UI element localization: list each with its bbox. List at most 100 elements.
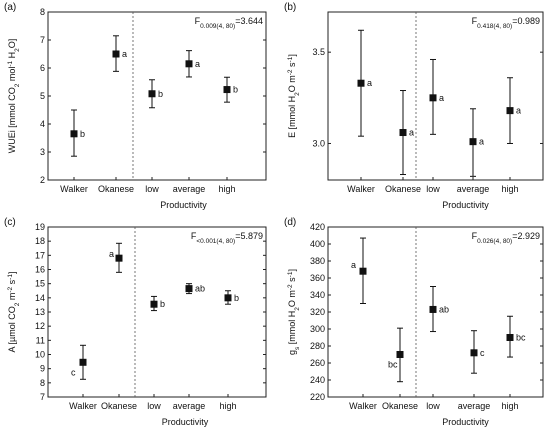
significance-letter: a bbox=[439, 93, 444, 103]
y-tick-label: 7 bbox=[40, 35, 45, 45]
y-tick-label: 400 bbox=[310, 239, 325, 249]
data-point bbox=[506, 107, 514, 115]
y-axis-title: WUEi [mmol CO2 mol-1 H2O] bbox=[7, 39, 21, 154]
x-axis-title: Productivity bbox=[442, 417, 489, 427]
data-point bbox=[359, 267, 367, 275]
y-tick-label: 300 bbox=[310, 324, 325, 334]
significance-letter: b bbox=[158, 89, 163, 99]
y-tick-label: 16 bbox=[35, 265, 45, 275]
y-tick-label: 3.0 bbox=[312, 138, 325, 148]
y-tick-label: 14 bbox=[35, 293, 45, 303]
x-axis-title: Productivity bbox=[162, 417, 209, 427]
significance-letter: a bbox=[122, 49, 127, 59]
significance-letter: c bbox=[71, 367, 76, 377]
y-tick-label: 10 bbox=[35, 350, 45, 360]
significance-letter: a bbox=[195, 59, 200, 69]
significance-letter: c bbox=[480, 348, 485, 358]
y-tick-label: 260 bbox=[310, 358, 325, 368]
data-point bbox=[396, 351, 404, 358]
x-category-label: high bbox=[501, 401, 518, 411]
y-tick-label: 18 bbox=[35, 236, 45, 246]
significance-letter: a bbox=[367, 78, 372, 88]
y-axis-title: A [µmol CO2 m-2 s-1] bbox=[7, 272, 21, 353]
y-tick-label: 5 bbox=[40, 91, 45, 101]
significance-letter: b bbox=[233, 85, 238, 95]
x-category-label: Okanese bbox=[382, 401, 418, 411]
y-tick-label: 340 bbox=[310, 290, 325, 300]
y-tick-label: 4 bbox=[40, 119, 45, 129]
x-category-label: low bbox=[426, 401, 440, 411]
x-category-label: high bbox=[501, 184, 518, 194]
data-point bbox=[224, 294, 232, 302]
y-tick-label: 360 bbox=[310, 273, 325, 283]
chart-panel-c: (c) 7 8 9 10 11 12 13 14 15 16 17 18 19 Walker Okanese l… bbox=[4, 217, 267, 427]
x-category-label: Walker bbox=[60, 184, 88, 194]
y-tick-label: 280 bbox=[310, 341, 325, 351]
data-point bbox=[150, 300, 158, 308]
x-category-label: average bbox=[458, 401, 491, 411]
y-tick-label: 7 bbox=[40, 392, 45, 402]
significance-letter: b bbox=[234, 293, 239, 303]
data-point bbox=[506, 334, 514, 341]
significance-letter: ab bbox=[195, 284, 205, 294]
x-category-label: Walker bbox=[69, 401, 97, 411]
y-tick-label: 380 bbox=[310, 256, 325, 266]
y-tick-label: 12 bbox=[35, 321, 45, 331]
panel-label: (a) bbox=[4, 2, 16, 13]
significance-letter: ab bbox=[439, 304, 449, 314]
x-category-label: Walker bbox=[349, 401, 377, 411]
data-point bbox=[429, 94, 437, 102]
x-category-label: Okanese bbox=[98, 184, 134, 194]
y-tick-label: 320 bbox=[310, 307, 325, 317]
x-category-label: low bbox=[147, 401, 161, 411]
data-point bbox=[223, 86, 231, 94]
x-category-label: low bbox=[426, 184, 440, 194]
y-axis-title: gs [mmol H2O m-2 s-1] bbox=[287, 269, 301, 355]
panel-label: (c) bbox=[4, 217, 16, 228]
chart-panel-d: (d) 220 240 260 280 300 320 340 360 380 400 420 Walk… bbox=[284, 217, 544, 427]
stat-annotation: F0.418(4, 80)=0.989 bbox=[472, 16, 540, 30]
y-tick-label: 8 bbox=[40, 378, 45, 388]
data-point bbox=[148, 90, 156, 98]
y-tick-label: 8 bbox=[40, 7, 45, 17]
data-point bbox=[185, 60, 193, 68]
x-category-label: average bbox=[173, 184, 206, 194]
y-tick-label: 19 bbox=[35, 222, 45, 232]
panel-label: (b) bbox=[284, 2, 296, 13]
chart-panel-b: (b) 3.0 3.5 Walker Okanese low average high Prod… bbox=[284, 2, 544, 210]
stat-annotation: F0.009(4, 80)=3.644 bbox=[195, 16, 263, 30]
stat-annotation: F0.026(4, 80)=2.929 bbox=[472, 231, 540, 245]
data-point bbox=[112, 50, 120, 58]
x-category-label: Okanese bbox=[385, 184, 421, 194]
x-axis-title: Productivity bbox=[442, 200, 489, 210]
chart-panel-a: (a) 2 3 4 5 6 7 8 Walker Okanese low average high Pro… bbox=[4, 2, 267, 210]
y-tick-label: 13 bbox=[35, 307, 45, 317]
significance-letter: a bbox=[516, 106, 521, 116]
significance-letter: bc bbox=[516, 333, 526, 343]
significance-letter: bc bbox=[388, 360, 398, 370]
y-tick-label: 240 bbox=[310, 375, 325, 385]
y-tick-label: 17 bbox=[35, 250, 45, 260]
plot-frame bbox=[47, 226, 267, 398]
y-tick-label: 220 bbox=[310, 392, 325, 402]
y-tick-label: 11 bbox=[36, 335, 45, 345]
x-category-label: average bbox=[173, 401, 206, 411]
stat-annotation: F<0.001(4, 80)=5.879 bbox=[191, 231, 263, 245]
plot-frame bbox=[327, 11, 544, 181]
x-axis-title: Productivity bbox=[160, 200, 207, 210]
data-point bbox=[115, 254, 123, 262]
significance-letter: a bbox=[109, 249, 114, 259]
data-point bbox=[79, 358, 87, 366]
x-category-label: high bbox=[218, 184, 235, 194]
significance-letter: b bbox=[160, 299, 165, 309]
x-category-label: low bbox=[145, 184, 159, 194]
y-tick-label: 420 bbox=[310, 222, 325, 232]
data-point bbox=[469, 138, 477, 146]
significance-letter: a bbox=[409, 128, 414, 138]
y-tick-label: 9 bbox=[40, 364, 45, 374]
data-point bbox=[399, 129, 407, 137]
plot-frame bbox=[47, 11, 267, 181]
data-point bbox=[70, 130, 78, 138]
y-axis-title: E [mmol H2O m-2 s-1] bbox=[287, 54, 301, 138]
